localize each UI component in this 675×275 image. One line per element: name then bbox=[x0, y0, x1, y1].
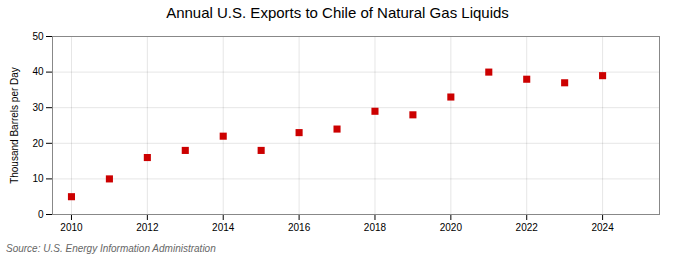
svg-text:30: 30 bbox=[32, 102, 44, 113]
svg-text:50: 50 bbox=[32, 31, 44, 42]
svg-text:2014: 2014 bbox=[212, 222, 235, 233]
svg-text:2012: 2012 bbox=[136, 222, 159, 233]
svg-text:0: 0 bbox=[38, 209, 44, 220]
svg-text:2020: 2020 bbox=[440, 222, 463, 233]
svg-text:2010: 2010 bbox=[60, 222, 83, 233]
svg-text:40: 40 bbox=[32, 66, 44, 77]
svg-text:2016: 2016 bbox=[288, 222, 311, 233]
svg-text:20: 20 bbox=[32, 138, 44, 149]
html-text:Annual U.S. Exports to Chile o: Annual U.S. Exports to Chile of Natural … bbox=[166, 4, 509, 21]
html-text:Source: U.S. Energy Informatio: Source: U.S. Energy Information Administ… bbox=[6, 243, 216, 254]
svg-text:2024: 2024 bbox=[591, 222, 614, 233]
svg-text:2022: 2022 bbox=[516, 222, 539, 233]
svg-text:Thousand Barrels per Day: Thousand Barrels per Day bbox=[9, 67, 20, 184]
svg-text:2018: 2018 bbox=[364, 222, 387, 233]
svg-text:10: 10 bbox=[32, 173, 44, 184]
